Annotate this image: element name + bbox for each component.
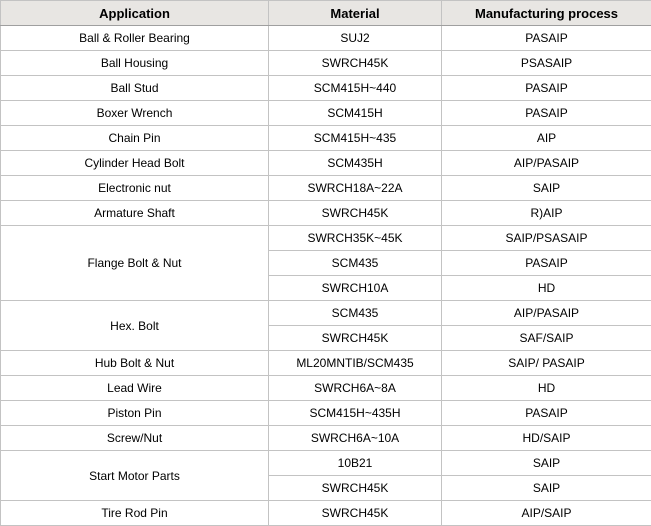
process-cell: PSASAIP bbox=[441, 50, 651, 76]
process-cell: SAIP bbox=[441, 175, 651, 201]
material-cell: SCM415H~440 bbox=[268, 75, 442, 101]
material-cell: SWRCH18A~22A bbox=[268, 175, 442, 201]
material-cell: SWRCH6A~8A bbox=[268, 375, 442, 401]
process-cell: PASAIP bbox=[441, 100, 651, 126]
process-cell: PASAIP bbox=[441, 400, 651, 426]
material-cell: SCM415H~435H bbox=[268, 400, 442, 426]
materials-table-header: Application Material Manufacturing proce… bbox=[0, 0, 651, 26]
application-cell: Ball Stud bbox=[0, 75, 269, 101]
column-header-manufacturing-process: Manufacturing process bbox=[441, 0, 651, 26]
application-cell: Hub Bolt & Nut bbox=[0, 350, 269, 376]
process-cell: SAIP/ PASAIP bbox=[441, 350, 651, 376]
process-cell: AIP/SAIP bbox=[441, 500, 651, 526]
material-cell: SWRCH35K~45K bbox=[268, 225, 442, 251]
material-cell: SCM435 bbox=[268, 250, 442, 276]
application-cell: Ball & Roller Bearing bbox=[0, 25, 269, 51]
process-cell: SAIP bbox=[441, 450, 651, 476]
material-cell: SWRCH45K bbox=[268, 325, 442, 351]
material-cell: SCM415H~435 bbox=[268, 125, 442, 151]
process-cell: HD/SAIP bbox=[441, 425, 651, 451]
material-cell: 10B21 bbox=[268, 450, 442, 476]
application-cell: Screw/Nut bbox=[0, 425, 269, 451]
material-cell: SCM435H bbox=[268, 150, 442, 176]
process-cell: HD bbox=[441, 375, 651, 401]
table-row: Screw/Nut SWRCH6A~10A HD/SAIP bbox=[0, 425, 651, 451]
process-cell: AIP/PASAIP bbox=[441, 300, 651, 326]
process-cell: SAIP bbox=[441, 475, 651, 501]
material-cell: SWRCH45K bbox=[268, 50, 442, 76]
application-cell: Electronic nut bbox=[0, 175, 269, 201]
table-row: Start Motor Parts 10B21 SAIP bbox=[0, 450, 651, 501]
table-row: Cylinder Head Bolt SCM435H AIP/PASAIP bbox=[0, 150, 651, 176]
table-row: Tire Rod Pin SWRCH45K AIP/SAIP bbox=[0, 500, 651, 526]
column-header-application: Application bbox=[0, 0, 269, 26]
application-cell: Tire Rod Pin bbox=[0, 500, 269, 526]
material-cell: SWRCH10A bbox=[268, 275, 442, 301]
table-row: SWRCH45K SAF/SAIP bbox=[1, 325, 651, 351]
table-row: Chain Pin SCM415H~435 AIP bbox=[0, 125, 651, 151]
process-cell: R)AIP bbox=[441, 200, 651, 226]
header-row: Application Material Manufacturing proce… bbox=[0, 0, 651, 26]
column-header-material: Material bbox=[268, 0, 442, 26]
table-row: Boxer Wrench SCM415H PASAIP bbox=[0, 100, 651, 126]
material-cell: SWRCH45K bbox=[268, 500, 442, 526]
process-cell: PASAIP bbox=[441, 25, 651, 51]
material-cell: SWRCH45K bbox=[268, 200, 442, 226]
table-row: Ball Stud SCM415H~440 PASAIP bbox=[0, 75, 651, 101]
application-cell: Chain Pin bbox=[0, 125, 269, 151]
table-row: Flange Bolt & Nut SWRCH35K~45K SAIP/PSASAI… bbox=[0, 225, 651, 301]
materials-table-body: Ball & Roller Bearing SUJ2 PASAIP Ball Hous… bbox=[0, 25, 651, 526]
material-cell: SWRCH45K bbox=[268, 475, 442, 501]
material-cell: ML20MNTIB/SCM435 bbox=[268, 350, 442, 376]
process-cell: SAIP/PSASAIP bbox=[441, 225, 651, 251]
application-cell: Ball Housing bbox=[0, 50, 269, 76]
table-row: Electronic nut SWRCH18A~22A SAIP bbox=[0, 175, 651, 201]
table-row: Lead Wire SWRCH6A~8A HD bbox=[0, 375, 651, 401]
application-cell: Hex. Bolt bbox=[0, 300, 269, 351]
application-cell: Piston Pin bbox=[0, 400, 269, 426]
process-cell: SAF/SAIP bbox=[441, 325, 651, 351]
process-cell: AIP bbox=[441, 125, 651, 151]
material-cell: SCM415H bbox=[268, 100, 442, 126]
table-row: SWRCH45K SAIP bbox=[1, 475, 651, 501]
table-row: Ball & Roller Bearing SUJ2 PASAIP bbox=[0, 25, 651, 51]
material-cell: SUJ2 bbox=[268, 25, 442, 51]
material-cell: SWRCH6A~10A bbox=[268, 425, 442, 451]
application-cell: Start Motor Parts bbox=[0, 450, 269, 501]
table-row: Hub Bolt & Nut ML20MNTIB/SCM435 SAIP/ PASA… bbox=[0, 350, 651, 376]
application-cell: Flange Bolt & Nut bbox=[0, 225, 269, 301]
application-cell: Cylinder Head Bolt bbox=[0, 150, 269, 176]
table-row: Hex. Bolt SCM435 AIP/PASAIP bbox=[0, 300, 651, 351]
material-cell: SCM435 bbox=[268, 300, 442, 326]
application-cell: Armature Shaft bbox=[0, 200, 269, 226]
application-cell: Boxer Wrench bbox=[0, 100, 269, 126]
process-cell: PASAIP bbox=[441, 75, 651, 101]
process-cell: AIP/PASAIP bbox=[441, 150, 651, 176]
process-cell: PASAIP bbox=[441, 250, 651, 276]
table-row: Ball Housing SWRCH45K PSASAIP bbox=[0, 50, 651, 76]
table-row: Piston Pin SCM415H~435H PASAIP bbox=[0, 400, 651, 426]
table-row: Armature Shaft SWRCH45K R)AIP bbox=[0, 200, 651, 226]
application-cell: Lead Wire bbox=[0, 375, 269, 401]
process-cell: HD bbox=[441, 275, 651, 301]
